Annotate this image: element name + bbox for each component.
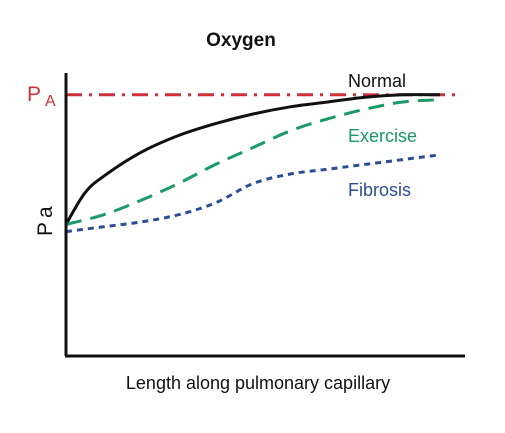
series-label-exercise: Exercise xyxy=(348,126,417,146)
y-axis-label-sub: a xyxy=(34,206,57,218)
alveolar-po2-label-sub: A xyxy=(45,93,56,110)
x-axis-label: Length along pulmonary capillary xyxy=(126,373,390,393)
series-label-fibrosis: Fibrosis xyxy=(348,180,411,200)
series-line-fibrosis xyxy=(65,153,441,234)
alveolar-po2-label: P A xyxy=(27,83,56,110)
series-line-exercise xyxy=(65,98,441,226)
alveolar-po2-label-main: P xyxy=(27,83,41,106)
series-label-normal: Normal xyxy=(348,71,406,91)
chart-title: Oxygen xyxy=(206,30,276,51)
y-axis-label-main: P xyxy=(34,222,57,236)
y-axis-label: P a xyxy=(34,206,57,236)
series-line-normal xyxy=(64,93,441,226)
series-group xyxy=(64,93,441,234)
